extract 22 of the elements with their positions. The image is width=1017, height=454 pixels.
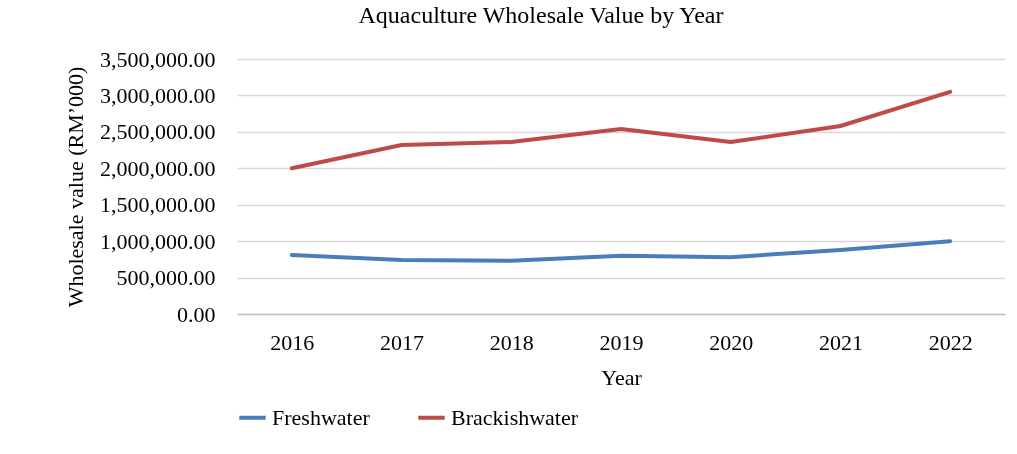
y-tick-label: 2,000,000.00	[100, 155, 216, 181]
y-axis-title: Wholesale value (RM’000)	[63, 66, 88, 308]
y-tick-label: 2,500,000.00	[100, 119, 216, 145]
x-tick-label: 2016	[270, 329, 315, 355]
y-tick-label: 1,500,000.00	[100, 192, 216, 218]
x-axis-title: Year	[601, 364, 643, 390]
x-tick-label: 2020	[709, 329, 754, 355]
x-tick-label: 2019	[599, 329, 644, 355]
y-tick-label: 1,000,000.00	[100, 228, 216, 254]
legend-label: Brackishwater	[451, 404, 579, 430]
x-tick-label: 2021	[818, 329, 863, 355]
y-tick-label: 3,500,000.00	[100, 46, 216, 72]
x-tick-label: 2017	[380, 329, 425, 355]
line-series	[289, 89, 953, 171]
legend-label: Freshwater	[272, 404, 371, 430]
chart-title: Aquaculture Wholesale Value by Year	[358, 2, 724, 28]
x-tick-label: 2018	[489, 329, 534, 355]
x-tick-label: 2022	[928, 329, 973, 355]
line-series	[289, 239, 953, 263]
y-tick-label: 500,000.00	[116, 265, 216, 291]
y-tick-label: 0.00	[177, 301, 216, 327]
y-tick-label: 3,000,000.00	[100, 82, 216, 108]
